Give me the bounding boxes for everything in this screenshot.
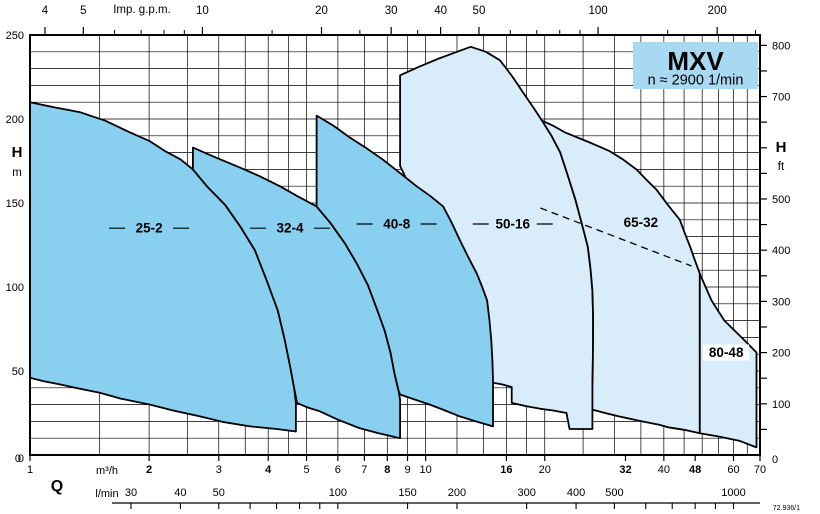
- m3h-tick-label: 48: [689, 464, 701, 476]
- region-label-50-16: 50-16: [495, 217, 530, 232]
- left-tick-label: 250: [6, 30, 24, 42]
- right-tick-label: 300: [772, 296, 790, 308]
- envelope-40-8: [315, 114, 494, 428]
- lmin-tick-label: 1000: [721, 487, 745, 499]
- m3h-tick-label: 10: [420, 464, 432, 476]
- top-tick-label: 200: [708, 5, 727, 17]
- top-tick-label: 10: [196, 5, 209, 17]
- plot-border-rect: [29, 34, 761, 456]
- m3h-tick-label: 8: [384, 464, 390, 476]
- lmin-tick-label: 200: [448, 487, 466, 499]
- m3h-tick-label: 6: [335, 464, 341, 476]
- m3h-tick-label: 4: [265, 464, 272, 476]
- flow-axis-title: Q: [51, 478, 63, 495]
- m3h-tick-label: 1: [27, 464, 33, 476]
- m3h-tick-label: 5: [303, 464, 309, 476]
- m3h-tick-label: 9: [404, 464, 410, 476]
- left-axis-title: H: [12, 144, 23, 161]
- left-axis-unit: m: [12, 167, 22, 179]
- pump-speed: n ≈ 2900 1/min: [648, 73, 744, 89]
- lmin-tick-label: 150: [398, 487, 416, 499]
- top-tick-label: 20: [315, 5, 328, 17]
- m3h-tick-label: 16: [500, 464, 512, 476]
- top-tick-label: 50: [473, 5, 486, 17]
- envelope-32-4: [192, 146, 401, 440]
- left-tick-label: 50: [12, 366, 24, 378]
- right-tick-label: 700: [772, 92, 790, 104]
- right-tick-label: 400: [772, 245, 790, 257]
- right-axis-zero: 0: [772, 454, 778, 466]
- lmin-tick-label: 50: [213, 487, 225, 499]
- right-tick-label: 100: [772, 399, 790, 411]
- lmin-tick-label: 300: [517, 487, 535, 499]
- right-axis-unit: ft: [778, 161, 785, 173]
- right-tick-label: 800: [772, 40, 790, 52]
- m3h-tick-label: 7: [361, 464, 367, 476]
- top-tick-label: 40: [434, 5, 447, 17]
- m3h-tick-label: 70: [754, 464, 766, 476]
- region-labels: 50-16 65-32 80-48 25-2 32-4 40-8: [109, 215, 750, 361]
- m3h-tick-label: 3: [216, 464, 222, 476]
- left-tick-label: 150: [6, 198, 24, 210]
- title-box-background: [633, 42, 758, 89]
- bottom-axis-zero-left: 0: [15, 453, 21, 465]
- left-tick-label: 100: [6, 282, 24, 294]
- flow-unit-lmin: l/min: [95, 488, 118, 500]
- title-box: MXV n ≈ 2900 1/min: [633, 42, 758, 89]
- right-axis-title: H: [776, 139, 787, 156]
- m3h-tick-label: 32: [619, 464, 631, 476]
- region-label-40-8: 40-8: [383, 217, 411, 232]
- envelope-65-32: [541, 119, 701, 435]
- document-code: 72.936/1: [773, 505, 800, 512]
- lmin-tick-label: 30: [125, 487, 137, 499]
- lmin-tick-label: 100: [329, 487, 347, 499]
- pump-envelopes: [29, 45, 758, 449]
- m3h-tick-label: 60: [727, 464, 739, 476]
- pump-series-title: MXV: [667, 46, 724, 76]
- top-tick-label: 4: [42, 5, 49, 17]
- top-tick-label: 5: [80, 5, 86, 17]
- right-tick-label: 200: [772, 348, 790, 360]
- lmin-tick-label: 40: [174, 487, 186, 499]
- lmin-tick-label: 400: [567, 487, 585, 499]
- region-label-32-4: 32-4: [276, 221, 304, 236]
- top-axis-title: Imp. g.p.m.: [113, 4, 171, 16]
- region-label-25-2: 25-2: [136, 221, 163, 236]
- left-tick-label: 200: [6, 114, 24, 126]
- dashed-line: [540, 207, 692, 267]
- axes: 4 5 10 20 30 40 50 100 2005010015020025010020030…: [6, 5, 790, 509]
- envelope-25-2: [29, 101, 297, 433]
- m3h-tick-label: 20: [539, 464, 551, 476]
- right-tick-label: 500: [772, 194, 790, 206]
- dashed-reference-line: [540, 207, 692, 267]
- left-axis-zero: 0: [18, 453, 24, 465]
- label-background-80-48: [703, 344, 750, 361]
- plot-border: [29, 34, 761, 456]
- top-tick-label: 30: [385, 5, 398, 17]
- m3h-tick-label: 40: [658, 464, 670, 476]
- flow-unit-m3h: m³/h: [96, 465, 118, 477]
- region-label-80-48: 80-48: [709, 345, 744, 360]
- region-label-65-32: 65-32: [624, 215, 659, 230]
- lmin-tick-label: 500: [605, 487, 623, 499]
- top-tick-label: 100: [588, 5, 607, 17]
- m3h-tick-label: 2: [146, 464, 152, 476]
